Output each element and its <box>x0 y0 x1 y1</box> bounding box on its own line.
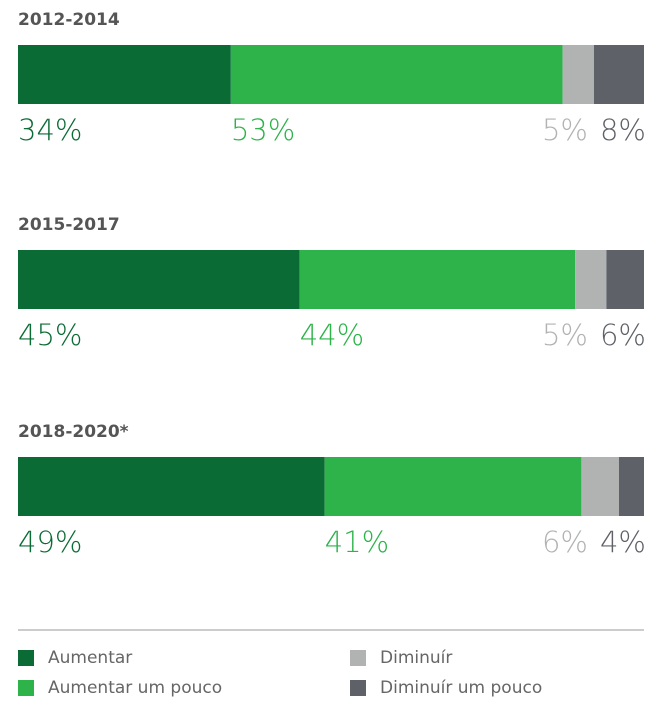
legend-label: Aumentar um pouco <box>48 678 222 698</box>
value-label: 34% <box>18 113 82 147</box>
bar-segment <box>18 457 325 516</box>
legend-swatch <box>18 650 34 666</box>
value-label: 49% <box>18 525 82 559</box>
bar-segment <box>581 457 619 516</box>
value-label: 44% <box>300 318 364 352</box>
bar-segment <box>18 250 300 309</box>
value-label: 41% <box>325 525 389 559</box>
legend-swatch <box>350 650 366 666</box>
value-label: 53% <box>231 113 295 147</box>
category-label: 2012-2014 <box>18 10 120 30</box>
bar-segment <box>606 250 644 309</box>
legend-label: Diminuír um pouco <box>380 678 542 698</box>
bar-segment <box>299 250 576 309</box>
bar-segment <box>618 457 644 516</box>
bar-segment <box>18 45 231 104</box>
value-label: 8% <box>600 113 646 147</box>
category-label: 2018-2020* <box>18 422 129 442</box>
value-label: 5% <box>542 318 588 352</box>
legend-swatch <box>350 680 366 696</box>
bar-segment <box>575 250 607 309</box>
legend-swatch <box>18 680 34 696</box>
value-label: 4% <box>600 525 646 559</box>
bar-segment <box>324 457 582 516</box>
value-label: 45% <box>18 318 82 352</box>
category-label: 2015-2017 <box>18 215 120 235</box>
legend-label: Aumentar <box>48 648 132 668</box>
legend-label: Diminuír <box>380 648 452 668</box>
bar-segment <box>230 45 563 104</box>
bar-segment <box>562 45 594 104</box>
value-label: 6% <box>600 318 646 352</box>
value-label: 5% <box>542 113 588 147</box>
value-label: 6% <box>542 525 588 559</box>
bar-segment <box>593 45 644 104</box>
